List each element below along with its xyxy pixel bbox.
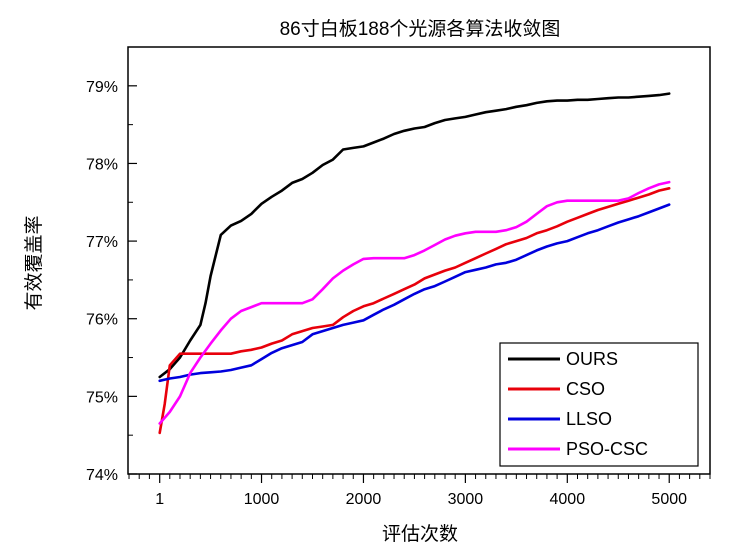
y-tick-label: 77% [86,234,118,251]
y-tick-label: 74% [86,467,118,484]
legend: OURS CSO LLSO PSO-CSC [499,342,699,467]
y-tick-label: 75% [86,389,118,406]
y-tick-label: 78% [86,156,118,173]
x-axis-label: 评估次数 [382,523,458,545]
series-line-llso [158,203,671,383]
y-tick-label: 79% [86,79,118,96]
x-tick-label: 4000 [550,491,586,508]
series-line-pso-csc [158,180,671,425]
legend-box [499,342,699,467]
legend-label-cso: CSO [566,379,605,399]
x-tick-label: 5000 [651,491,687,508]
y-tick-label: 76% [86,312,118,329]
series-lines [158,92,671,435]
chart-title: 86寸白板188个光源各算法收敛图 [280,18,561,40]
x-tick-label: 1000 [244,491,280,508]
x-tick-label: 3000 [448,491,484,508]
x-tick-label: 2000 [346,491,382,508]
axis-ticks: 74% 75% 76% 77% 78% 79% 1 1000 2000 3000 4000 5000 [86,79,711,508]
plot-frame [127,46,711,475]
legend-label-llso: LLSO [566,409,612,429]
series-line-cso [158,187,671,435]
legend-label-pso-csc: PSO-CSC [566,439,648,459]
series-line-ours [158,92,671,379]
legend-label-ours: OURS [566,349,618,369]
x-tick-label: 1 [155,491,164,508]
y-axis-label: 有效覆盖率 [23,215,45,310]
